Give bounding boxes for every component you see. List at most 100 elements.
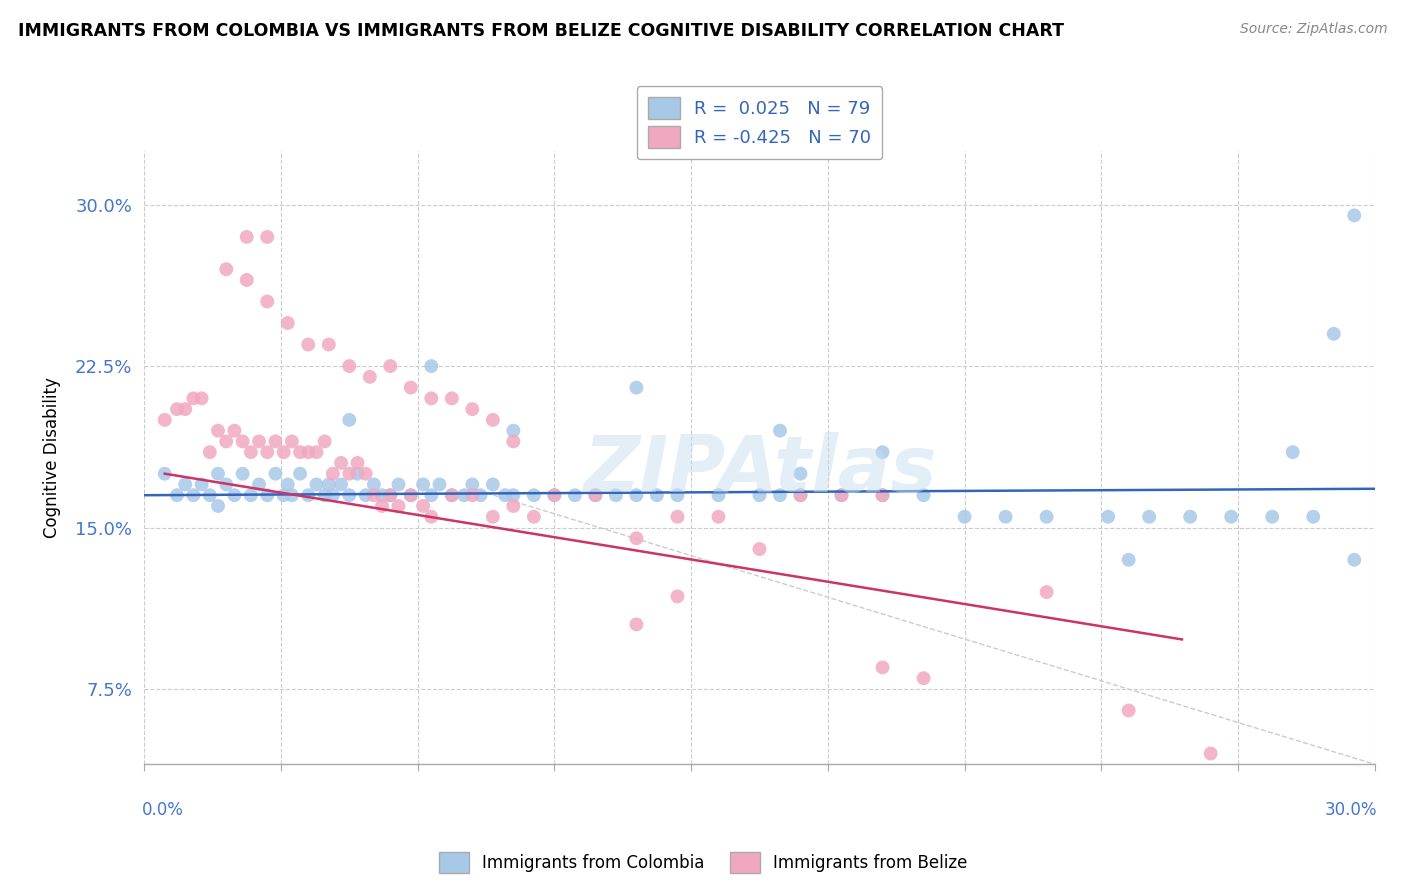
Point — [502, 488, 524, 502]
Point — [256, 488, 278, 502]
Point — [399, 488, 422, 502]
Point — [440, 488, 463, 502]
Point — [1323, 326, 1346, 341]
Point — [297, 488, 319, 502]
Point — [769, 488, 792, 502]
Point — [264, 467, 287, 481]
Point — [239, 488, 262, 502]
Point — [666, 488, 689, 502]
Point — [440, 488, 463, 502]
Point — [420, 488, 443, 502]
Point — [412, 499, 434, 513]
Point — [198, 445, 221, 459]
Point — [1220, 509, 1243, 524]
Point — [564, 488, 586, 502]
Text: Source: ZipAtlas.com: Source: ZipAtlas.com — [1240, 22, 1388, 37]
Point — [207, 499, 229, 513]
Point — [420, 359, 443, 373]
Point — [277, 477, 299, 491]
Point — [215, 477, 238, 491]
Point — [1118, 553, 1140, 567]
Point — [399, 488, 422, 502]
Point — [281, 488, 304, 502]
Point — [502, 424, 524, 438]
Point — [224, 488, 246, 502]
Point — [346, 467, 368, 481]
Y-axis label: Cognitive Disability: Cognitive Disability — [44, 377, 60, 538]
Point — [305, 445, 328, 459]
Point — [666, 590, 689, 604]
Point — [174, 477, 197, 491]
Point — [461, 488, 484, 502]
Point — [872, 488, 894, 502]
Point — [789, 467, 811, 481]
Point — [371, 499, 394, 513]
Point — [387, 499, 409, 513]
Point — [354, 467, 377, 481]
Point — [166, 402, 188, 417]
Point — [912, 671, 935, 685]
Point — [420, 509, 443, 524]
Point — [330, 477, 353, 491]
Point — [831, 488, 853, 502]
Point — [399, 381, 422, 395]
Point — [748, 542, 770, 557]
Point — [626, 381, 648, 395]
Text: 0.0%: 0.0% — [142, 801, 184, 819]
Point — [1035, 585, 1057, 599]
Point — [235, 273, 257, 287]
Point — [318, 337, 340, 351]
Point — [337, 413, 360, 427]
Text: IMMIGRANTS FROM COLOMBIA VS IMMIGRANTS FROM BELIZE COGNITIVE DISABILITY CORRELAT: IMMIGRANTS FROM COLOMBIA VS IMMIGRANTS F… — [18, 22, 1064, 40]
Point — [440, 392, 463, 406]
Point — [953, 509, 976, 524]
Text: 30.0%: 30.0% — [1324, 801, 1378, 819]
Point — [174, 402, 197, 417]
Point — [872, 445, 894, 459]
Point — [1137, 509, 1160, 524]
Point — [707, 488, 730, 502]
Point — [277, 316, 299, 330]
Point — [872, 488, 894, 502]
Point — [153, 413, 176, 427]
Point — [523, 488, 546, 502]
Point — [583, 488, 606, 502]
Point — [322, 467, 344, 481]
Point — [314, 488, 336, 502]
Point — [380, 488, 402, 502]
Point — [605, 488, 627, 502]
Point — [769, 424, 792, 438]
Point — [235, 230, 257, 244]
Point — [1178, 509, 1201, 524]
Point — [523, 509, 546, 524]
Point — [256, 294, 278, 309]
Point — [330, 456, 353, 470]
Point — [626, 617, 648, 632]
Point — [502, 499, 524, 513]
Point — [215, 434, 238, 449]
Point — [1281, 445, 1303, 459]
Point — [239, 445, 262, 459]
Point — [183, 488, 205, 502]
Point — [420, 392, 443, 406]
Point — [232, 434, 254, 449]
Point — [1261, 509, 1284, 524]
Point — [215, 262, 238, 277]
Point — [461, 402, 484, 417]
Point — [314, 434, 336, 449]
Point — [1035, 509, 1057, 524]
Point — [380, 359, 402, 373]
Point — [482, 413, 505, 427]
Point — [322, 488, 344, 502]
Point — [494, 488, 516, 502]
Point — [461, 477, 484, 491]
Point — [912, 488, 935, 502]
Point — [305, 477, 328, 491]
Point — [543, 488, 565, 502]
Point — [666, 509, 689, 524]
Point — [363, 488, 385, 502]
Point — [470, 488, 492, 502]
Point — [354, 488, 377, 502]
Point — [318, 477, 340, 491]
Point — [297, 337, 319, 351]
